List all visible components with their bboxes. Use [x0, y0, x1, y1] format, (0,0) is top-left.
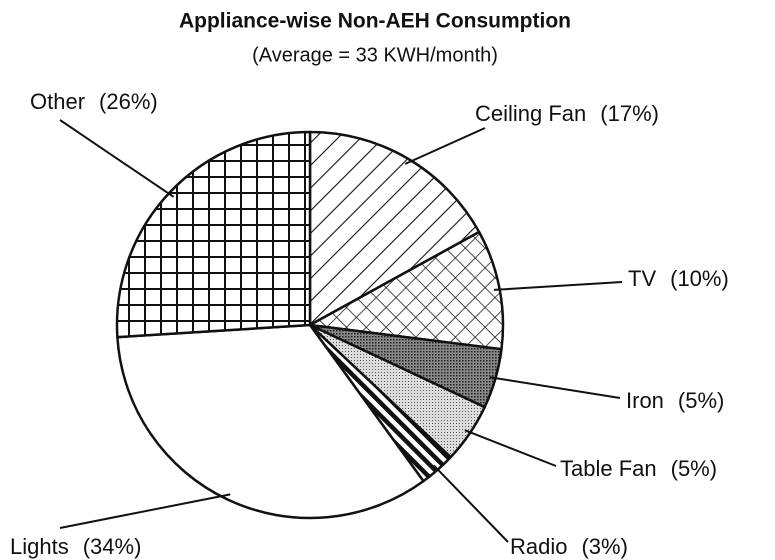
- pie: [115, 130, 505, 520]
- category-label: Radio: [510, 534, 567, 559]
- category-label: Iron: [626, 388, 664, 413]
- category-label: TV: [628, 266, 656, 291]
- pie-slice: [116, 323, 425, 520]
- chart-subtitle: (Average = 33 KWH/month): [252, 44, 498, 66]
- category-label: Other: [30, 89, 85, 114]
- leader-line: [59, 493, 231, 529]
- leader-line: [493, 281, 623, 291]
- slice-label: Lights (34%): [10, 534, 141, 559]
- category-label: Table Fan: [560, 456, 657, 481]
- leader-line: [489, 376, 621, 399]
- value-label: (5%): [678, 388, 724, 413]
- leader-line: [433, 464, 509, 543]
- value-label: (26%): [99, 89, 158, 114]
- leader-line: [404, 127, 486, 165]
- leader-line: [59, 119, 175, 198]
- slice-label: TV (10%): [628, 266, 729, 291]
- value-label: (34%): [83, 534, 142, 559]
- value-label: (17%): [600, 101, 659, 126]
- slice-label: Table Fan (5%): [560, 456, 717, 481]
- chart-title: Appliance-wise Non-AEH Consumption: [179, 10, 571, 33]
- value-label: (5%): [671, 456, 717, 481]
- labels: Ceiling Fan (17%)TV (10%)Iron (5%)Table Fan…: [10, 89, 729, 559]
- pie-slice: [308, 130, 481, 327]
- leader-line: [464, 429, 557, 467]
- slice-label: Radio (3%): [510, 534, 628, 559]
- pie-slice: [115, 130, 312, 339]
- value-label: (10%): [670, 266, 729, 291]
- category-label: Lights: [10, 534, 69, 559]
- value-label: (3%): [581, 534, 627, 559]
- slice-label: Other (26%): [30, 89, 158, 114]
- category-label: Ceiling Fan: [475, 101, 586, 126]
- slice-label: Iron (5%): [626, 388, 724, 413]
- slice-label: Ceiling Fan (17%): [475, 101, 659, 126]
